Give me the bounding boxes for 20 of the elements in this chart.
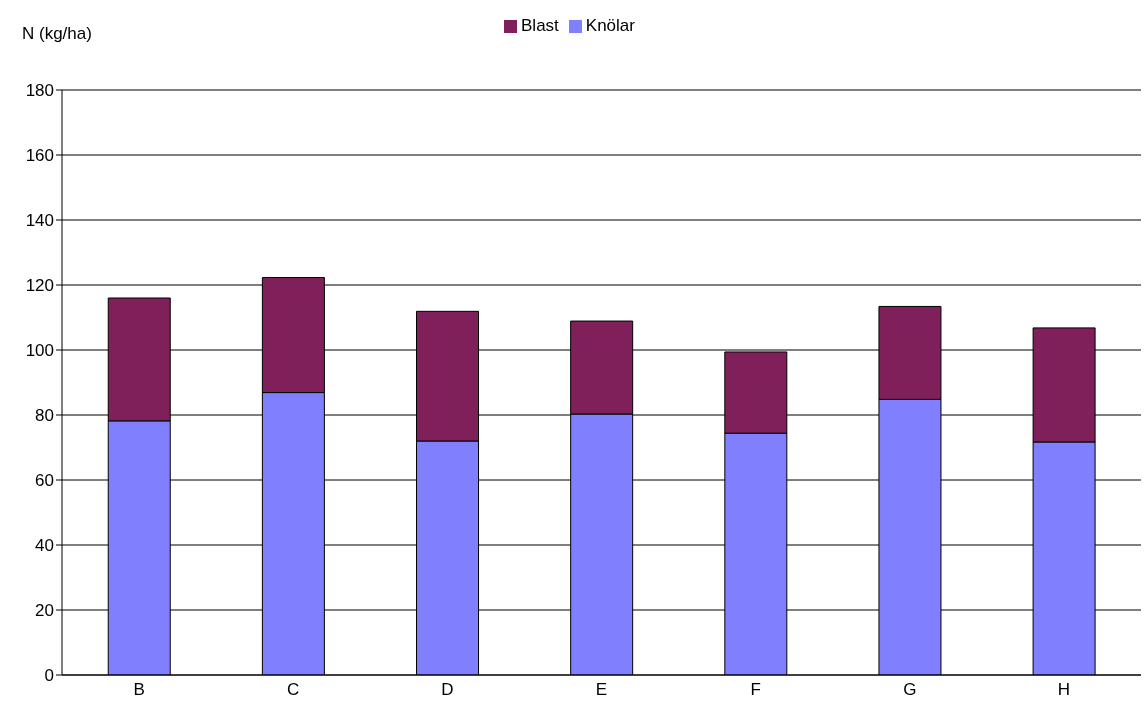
y-tick-label: 120	[25, 276, 54, 296]
y-axis-title: N (kg/ha)	[22, 24, 92, 44]
x-tick-label: H	[1057, 680, 1071, 700]
x-tick-label: F	[750, 680, 761, 700]
y-tick-label: 100	[25, 341, 54, 361]
y-tick-label: 80	[35, 406, 54, 426]
y-tick-label: 160	[25, 146, 54, 166]
y-tick-label: 20	[35, 601, 54, 621]
y-tick-label: 40	[35, 536, 54, 556]
y-tick-label: 180	[25, 81, 54, 101]
y-tick-label: 60	[35, 471, 54, 491]
x-tick-label: G	[903, 680, 917, 700]
x-tick-label: B	[133, 680, 145, 700]
x-tick-label: E	[595, 680, 608, 700]
legend-label: Blast	[521, 16, 559, 35]
legend-label: Knölar	[585, 16, 635, 35]
y-tick-label: 0	[44, 666, 54, 686]
y-tick-label: 140	[25, 211, 54, 231]
x-tick-label: D	[441, 680, 454, 700]
x-tick-label: C	[287, 680, 300, 700]
